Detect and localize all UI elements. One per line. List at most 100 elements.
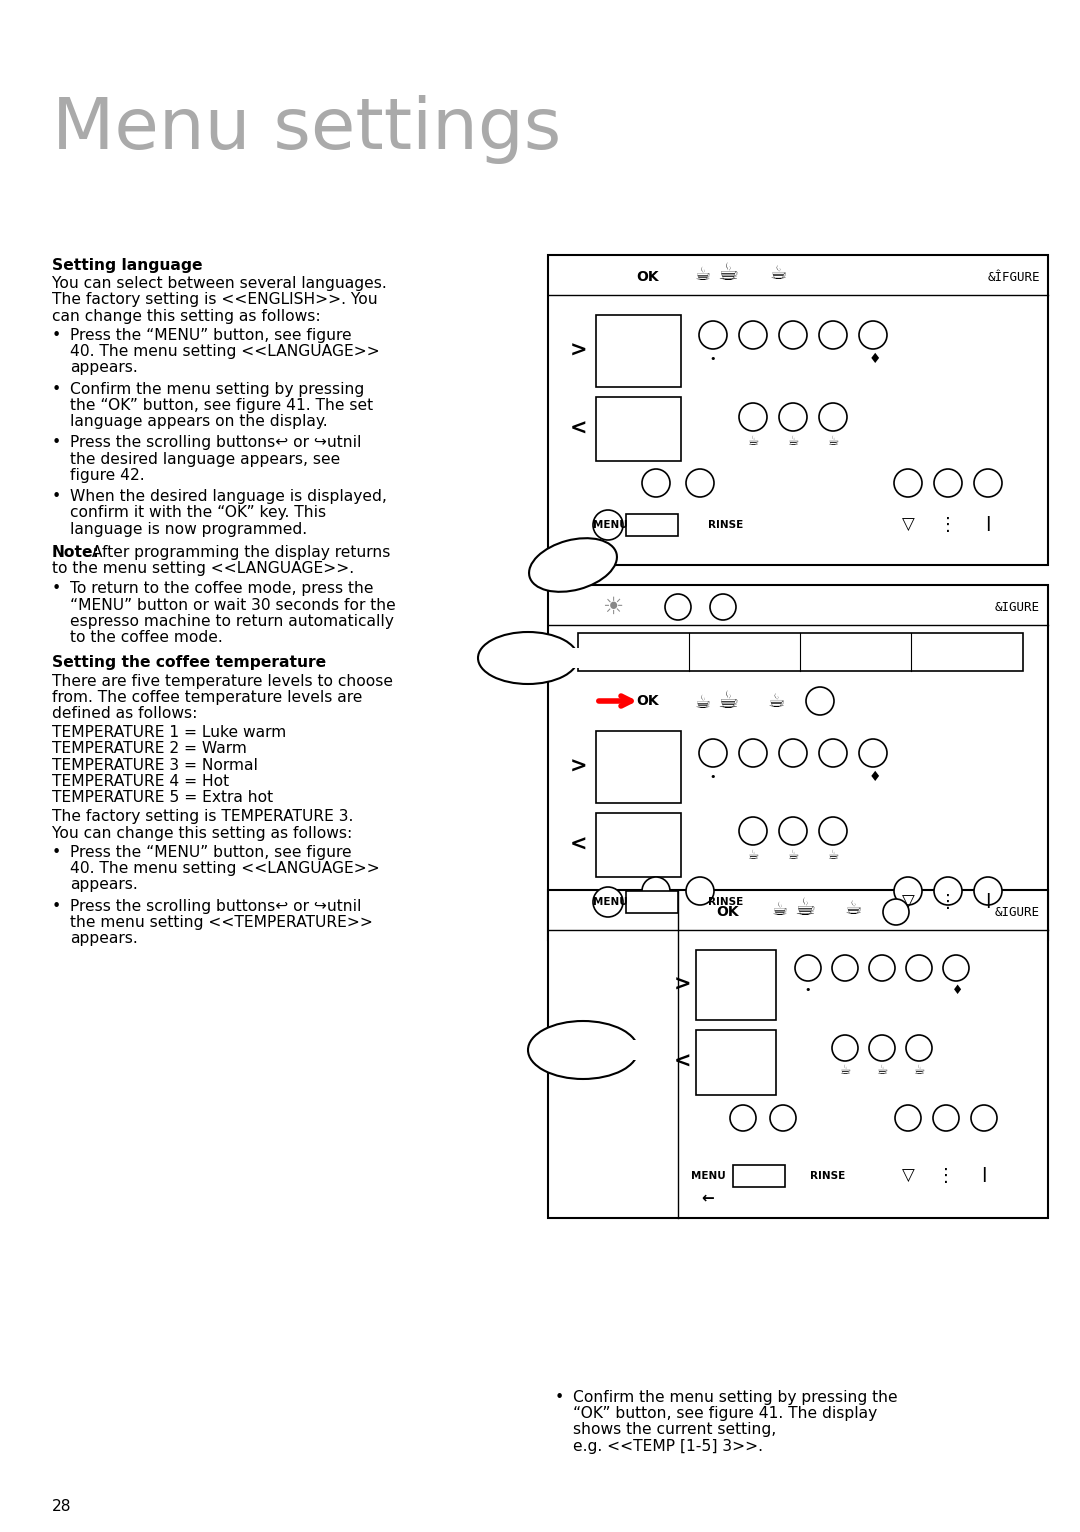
Text: e.g. <<TEMP [1-5] 3>>.: e.g. <<TEMP [1-5] 3>>. [573,1439,762,1454]
Circle shape [819,738,847,768]
Circle shape [739,738,767,768]
Text: The factory setting is <<ENGLISH>>. You: The factory setting is <<ENGLISH>>. You [52,293,378,308]
Text: OK: OK [637,270,659,283]
Text: the “OK” button, see figure 41. The set: the “OK” button, see figure 41. The set [70,398,373,414]
Text: MENU: MENU [690,1170,726,1181]
Circle shape [642,469,670,496]
Circle shape [934,469,962,496]
Text: ☕: ☕ [747,849,758,861]
Text: the desired language appears, see: the desired language appears, see [70,452,340,467]
Text: •: • [52,846,62,859]
Text: •: • [52,328,62,343]
Circle shape [779,817,807,846]
Text: To return to the coffee mode, press the: To return to the coffee mode, press the [70,581,374,596]
Circle shape [686,876,714,905]
Circle shape [779,322,807,349]
Text: l: l [982,1166,987,1186]
Bar [696,950,777,1020]
Text: RINSE: RINSE [708,898,744,907]
Text: After programming the display returns: After programming the display returns [87,545,390,559]
Circle shape [832,954,858,980]
Circle shape [770,1105,796,1131]
Bar [733,1164,785,1187]
Text: RINSE: RINSE [708,519,744,530]
Text: appears.: appears. [70,878,138,893]
Bar [596,731,681,803]
Text: Menu settings: Menu settings [52,95,562,164]
Circle shape [686,469,714,496]
Text: the menu setting <<TEMPERATURE>>: the menu setting <<TEMPERATURE>> [70,915,373,930]
Text: l: l [985,893,990,912]
Circle shape [795,954,821,980]
Text: Setting language: Setting language [52,257,203,273]
Circle shape [974,469,1002,496]
Bar [548,254,1048,565]
Text: to the menu setting <<LANGUAGE>>.: to the menu setting <<LANGUAGE>>. [52,561,354,576]
Text: Press the scrolling buttons↩ or ↪utnil: Press the scrolling buttons↩ or ↪utnil [70,435,362,450]
Text: defined as follows:: defined as follows: [52,706,198,722]
Text: ☕: ☕ [694,694,711,712]
Text: ☀: ☀ [603,594,623,619]
Circle shape [971,1105,997,1131]
Text: 40. The menu setting <<LANGUAGE>>: 40. The menu setting <<LANGUAGE>> [70,345,380,358]
Circle shape [739,817,767,846]
Text: ♦: ♦ [868,352,881,366]
Circle shape [593,510,623,539]
Circle shape [895,1105,921,1131]
Text: appears.: appears. [70,931,138,947]
Circle shape [869,1036,895,1062]
Text: •: • [710,772,716,781]
Circle shape [699,738,727,768]
Text: ⋮: ⋮ [939,893,957,912]
Text: ☕: ☕ [787,435,798,447]
Circle shape [819,403,847,430]
Text: l: l [985,515,990,535]
Circle shape [943,954,969,980]
Circle shape [779,738,807,768]
Bar [696,1030,777,1095]
Text: When the desired language is displayed,: When the desired language is displayed, [70,489,387,504]
Text: Press the “MENU” button, see figure: Press the “MENU” button, see figure [70,846,352,859]
Circle shape [593,887,623,918]
Text: language is now programmed.: language is now programmed. [70,521,307,536]
Text: “MENU” button or wait 30 seconds for the: “MENU” button or wait 30 seconds for the [70,597,395,613]
Text: TEMPERATURE 1 = Luke warm: TEMPERATURE 1 = Luke warm [52,725,286,740]
Text: ☕: ☕ [876,1063,888,1077]
Text: ☕: ☕ [827,435,839,447]
Text: Confirm the menu setting by pressing the: Confirm the menu setting by pressing the [573,1390,897,1405]
Bar [626,892,678,913]
Bar [578,633,1023,671]
Bar [548,585,1048,941]
Circle shape [974,876,1002,905]
Text: •: • [555,1390,564,1405]
Text: RINSE: RINSE [810,1170,846,1181]
Text: shows the current setting,: shows the current setting, [573,1423,777,1437]
Circle shape [806,686,834,715]
Text: can change this setting as follows:: can change this setting as follows: [52,309,321,323]
Circle shape [665,594,691,620]
Text: ♦: ♦ [953,984,963,996]
Text: &IGURE: &IGURE [995,905,1040,919]
Text: ☕: ☕ [827,849,839,861]
Circle shape [779,403,807,430]
Text: ☕: ☕ [717,260,739,285]
Bar [626,515,678,536]
Bar [618,1040,663,1060]
Text: MENU: MENU [593,898,627,907]
Circle shape [933,1105,959,1131]
Text: ☕: ☕ [839,1063,851,1077]
Text: figure 42.: figure 42. [70,467,145,483]
Text: appears.: appears. [70,360,138,375]
Text: TEMPERATURE 3 = Normal: TEMPERATURE 3 = Normal [52,758,258,772]
Text: >: > [569,757,586,777]
Text: •: • [52,899,62,913]
Text: ☕: ☕ [845,898,862,918]
Text: &IGURE: &IGURE [995,601,1040,613]
Circle shape [739,322,767,349]
Ellipse shape [478,633,578,683]
Text: Note:: Note: [52,545,99,559]
Text: OK: OK [717,905,740,919]
Text: You can select between several languages.: You can select between several languages… [52,276,387,291]
Text: 40. The menu setting <<LANGUAGE>>: 40. The menu setting <<LANGUAGE>> [70,861,380,876]
Text: <: < [569,418,586,440]
